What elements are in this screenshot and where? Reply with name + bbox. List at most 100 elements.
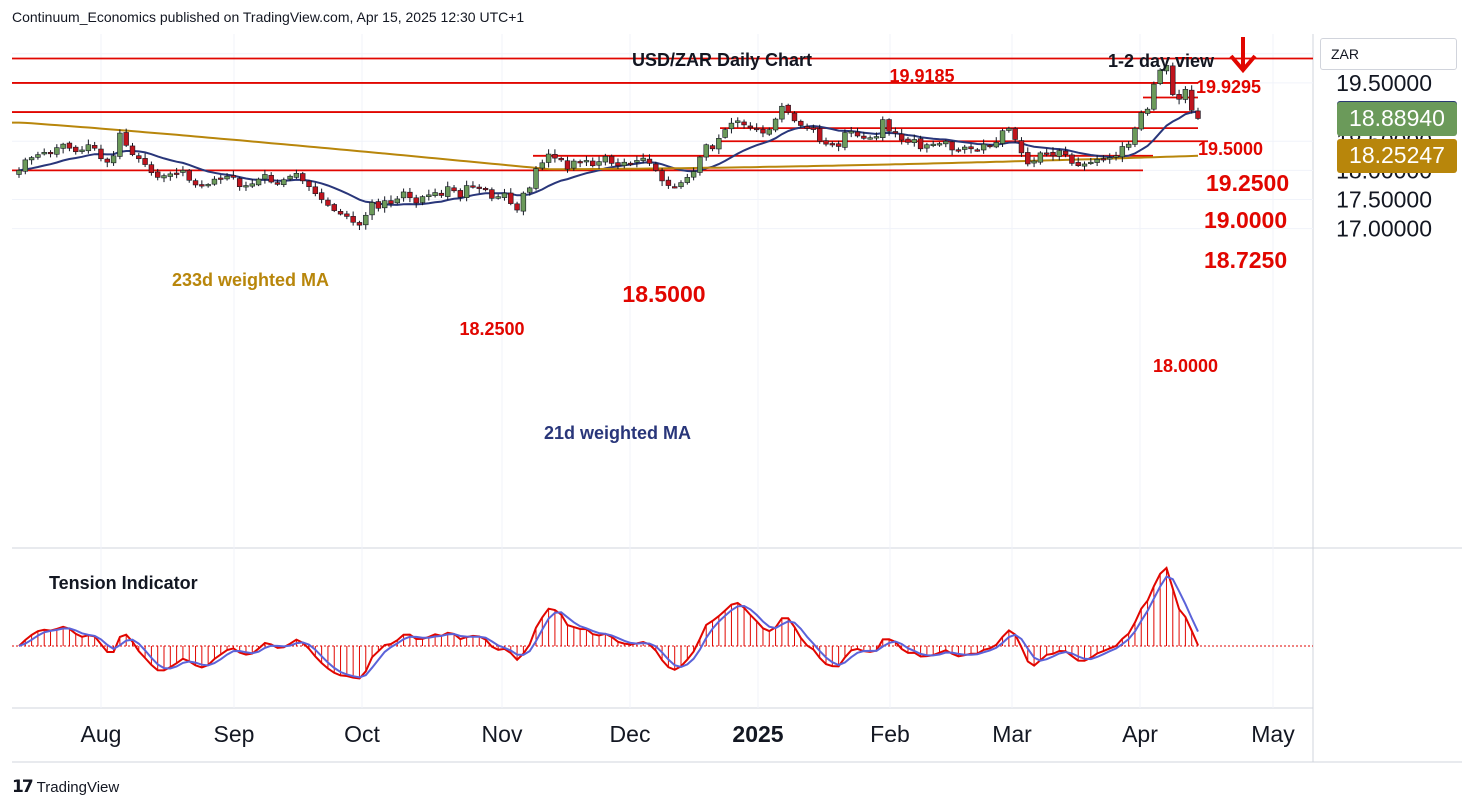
- candle: [817, 124, 823, 144]
- candle-body: [123, 132, 129, 146]
- candle-body: [1088, 161, 1094, 165]
- candle: [1018, 137, 1025, 157]
- candle: [564, 156, 571, 173]
- candle: [344, 210, 350, 220]
- candle: [508, 188, 514, 206]
- price-tag: 18.25247: [1337, 138, 1457, 173]
- candle-body: [1094, 159, 1100, 163]
- candle-body: [199, 184, 205, 187]
- level: 19.9185: [12, 57, 1313, 86]
- candle-body: [955, 149, 962, 152]
- candle-body: [646, 158, 653, 164]
- candle-body: [943, 140, 949, 145]
- candle: [98, 144, 104, 162]
- candle-body: [432, 192, 438, 196]
- candle: [911, 134, 917, 147]
- candle: [949, 140, 955, 156]
- candle: [980, 139, 987, 154]
- candle: [804, 123, 810, 131]
- candle-body: [949, 141, 955, 151]
- candle: [1138, 110, 1144, 131]
- candle-body: [457, 190, 464, 198]
- candle: [728, 117, 735, 134]
- price-tick-label: 17.00000: [1336, 216, 1432, 242]
- candle-body: [249, 183, 255, 187]
- candle: [293, 169, 300, 179]
- candle-body: [823, 140, 829, 145]
- candle-body: [489, 189, 495, 199]
- candle-body: [602, 156, 609, 163]
- candle-body: [218, 177, 224, 180]
- candle-body: [861, 135, 867, 139]
- candle-body: [142, 158, 148, 165]
- candle-body: [564, 160, 571, 170]
- candle-body: [621, 161, 627, 166]
- candle: [968, 143, 974, 154]
- candle-body: [596, 161, 602, 166]
- candle: [640, 153, 646, 164]
- candle: [306, 179, 312, 191]
- candle: [1056, 148, 1062, 161]
- candle-body: [1075, 162, 1081, 167]
- candle-body: [230, 175, 237, 178]
- candle: [615, 158, 621, 170]
- candle-body: [1151, 83, 1157, 110]
- candle-body: [962, 146, 968, 150]
- candle-body: [760, 128, 766, 134]
- time-tick-label: 2025: [732, 721, 783, 747]
- candle-body: [747, 125, 754, 129]
- candle-body: [583, 160, 590, 163]
- candle: [350, 211, 356, 226]
- candle: [766, 127, 772, 136]
- candle-body: [898, 133, 905, 141]
- candle: [1037, 151, 1044, 165]
- candle-body: [873, 136, 880, 139]
- tension-indicator-title: Tension Indicator: [49, 573, 198, 593]
- candle-body: [1037, 152, 1044, 163]
- candle: [898, 128, 905, 145]
- candle-body: [173, 172, 180, 175]
- candle-body: [1062, 150, 1069, 155]
- candle-body: [22, 159, 29, 172]
- tradingview-logo: 17 TradingView: [12, 777, 119, 797]
- tradingview-logo-icon: 17: [12, 777, 34, 797]
- candle-body: [1182, 89, 1189, 100]
- candle-body: [779, 105, 785, 120]
- candle-body: [1125, 143, 1132, 148]
- level: 18.2500: [459, 154, 1153, 339]
- candle: [54, 144, 60, 158]
- candle: [1100, 155, 1107, 163]
- candle: [495, 194, 501, 200]
- time-tick-label: Sep: [214, 721, 255, 747]
- candle-body: [451, 187, 457, 192]
- candle-body: [917, 138, 924, 150]
- candle-body: [66, 142, 73, 149]
- candle: [438, 189, 445, 198]
- candle-body: [905, 138, 911, 143]
- candle-body: [1144, 108, 1151, 114]
- candle-body: [772, 118, 779, 131]
- level-19-9295-label: 19.9295: [1196, 77, 1261, 97]
- candle-body: [608, 155, 615, 164]
- candle: [1050, 147, 1056, 161]
- level-18-7250-label: 18.7250: [1204, 247, 1287, 273]
- candle: [760, 125, 766, 138]
- candle-body: [653, 163, 659, 171]
- candle-body: [35, 154, 41, 158]
- candle: [22, 157, 29, 175]
- candle: [476, 184, 482, 194]
- candle: [445, 181, 451, 200]
- currency-button[interactable]: ZAR: [1320, 38, 1457, 70]
- candle: [993, 137, 999, 149]
- candle: [936, 142, 943, 147]
- candle-body: [331, 204, 337, 211]
- candle-body: [243, 185, 249, 188]
- candle: [394, 195, 400, 205]
- candle: [753, 123, 760, 133]
- candle-body: [785, 104, 791, 113]
- tradingview-brand: TradingView: [36, 778, 120, 796]
- candle-body: [999, 130, 1006, 144]
- candle-body: [514, 203, 520, 211]
- candle: [627, 161, 634, 167]
- candle-body: [73, 146, 79, 153]
